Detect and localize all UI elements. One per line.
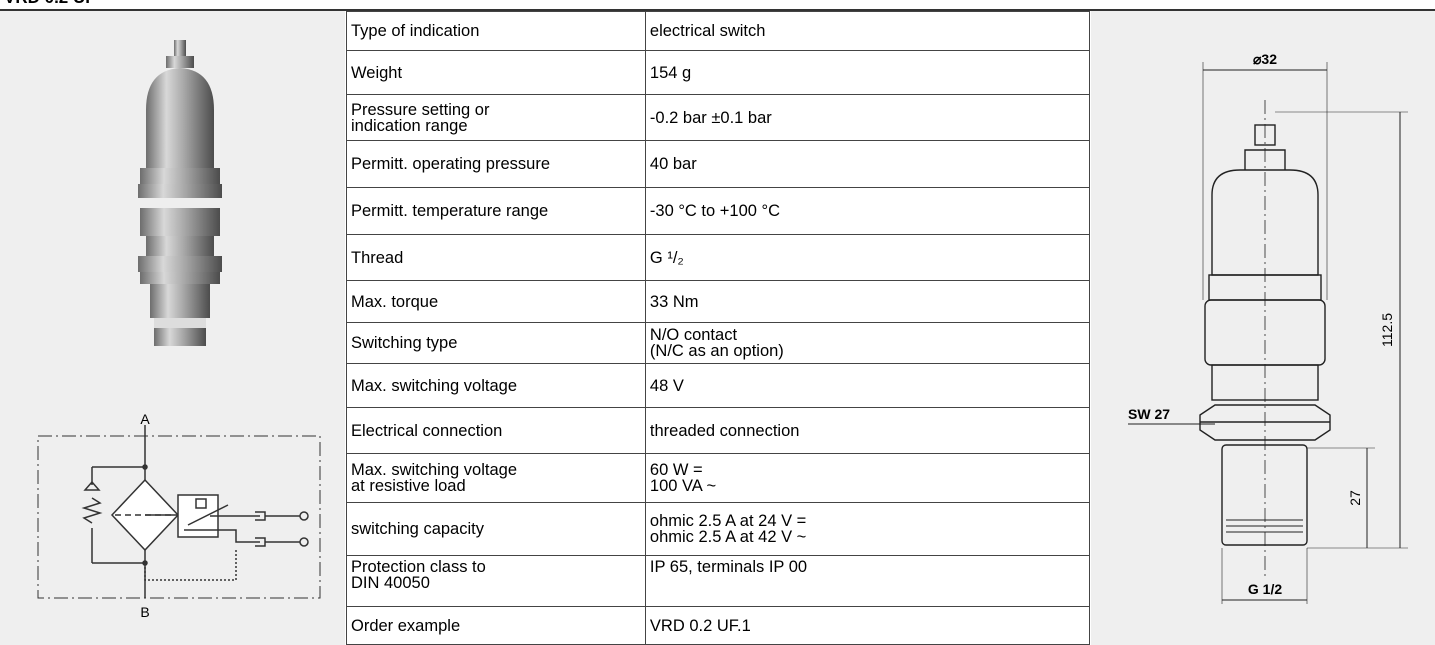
product-photo bbox=[138, 40, 222, 346]
illustrations: A B ⌀32 112.5 SW 27 27 G 1/2 bbox=[0, 0, 1435, 645]
port-label: B bbox=[140, 604, 149, 620]
page: VRD 0.2 UF Type of indicationelectrical … bbox=[0, 0, 1435, 645]
port-label: A bbox=[140, 411, 150, 427]
dimension-label: SW 27 bbox=[1128, 406, 1170, 422]
dimension-label: 27 bbox=[1347, 490, 1363, 506]
hydraulic-symbol bbox=[38, 425, 320, 598]
dimension-label: G 1/2 bbox=[1248, 581, 1282, 597]
dimension-drawing bbox=[1128, 62, 1408, 604]
dimension-label: ⌀32 bbox=[1253, 51, 1277, 67]
dimension-label: 112.5 bbox=[1379, 313, 1395, 347]
